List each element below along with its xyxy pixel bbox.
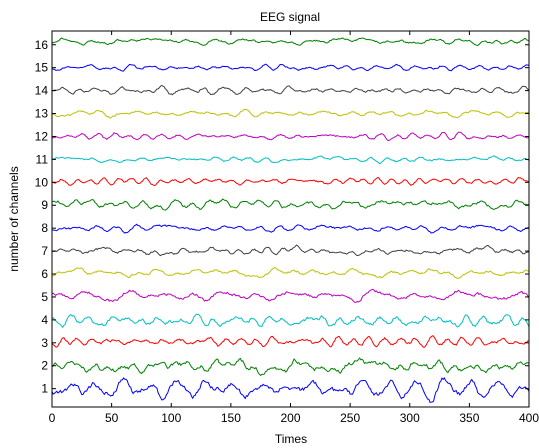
x-tick-label: 350 — [459, 411, 479, 425]
x-axis-ticks: 0 50 100 150 200 250 300 350 400 — [49, 31, 539, 425]
y-tick-label: 16 — [35, 38, 49, 52]
eeg-trace-channel-1 — [51, 376, 530, 403]
chart-title: EEG signal — [260, 10, 320, 24]
x-tick-label: 200 — [280, 411, 300, 425]
y-tick-label: 12 — [35, 129, 49, 143]
x-tick-label: 100 — [161, 411, 181, 425]
x-tick-label: 150 — [221, 411, 241, 425]
x-tick-label: 250 — [340, 411, 360, 425]
eeg-trace-channel-2 — [51, 357, 530, 377]
eeg-trace-channel-4 — [51, 313, 530, 329]
eeg-trace-channel-11 — [51, 155, 530, 165]
y-tick-label: 10 — [35, 175, 49, 189]
plot-area-border — [51, 30, 530, 408]
y-tick-label: 1 — [41, 382, 48, 396]
trace-group — [51, 37, 530, 403]
y-tick-label: 7 — [41, 244, 48, 258]
x-tick-label: 400 — [519, 411, 539, 425]
eeg-trace-channel-16 — [51, 37, 530, 47]
eeg-trace-channel-10 — [51, 176, 530, 187]
y-tick-label: 5 — [41, 290, 48, 304]
y-tick-label: 13 — [35, 107, 49, 121]
eeg-trace-channel-3 — [51, 335, 530, 349]
x-tick-label: 50 — [105, 411, 119, 425]
y-tick-label: 9 — [41, 198, 48, 212]
y-tick-label: 3 — [41, 336, 48, 350]
eeg-trace-channel-9 — [51, 198, 530, 211]
y-tick-label: 4 — [41, 313, 48, 327]
x-axis-label: Times — [275, 432, 307, 446]
y-tick-label: 11 — [36, 152, 49, 166]
eeg-trace-channel-15 — [51, 63, 530, 72]
eeg-trace-channel-6 — [51, 267, 530, 279]
eeg-trace-channel-5 — [51, 288, 530, 303]
y-tick-label: 15 — [35, 61, 49, 75]
y-axis-label: number of channels — [7, 166, 21, 271]
eeg-trace-channel-14 — [51, 84, 530, 96]
y-tick-label: 6 — [41, 267, 48, 281]
x-tick-label: 0 — [49, 411, 56, 425]
x-tick-label: 300 — [400, 411, 420, 425]
eeg-trace-channel-7 — [51, 244, 530, 257]
y-tick-label: 2 — [41, 359, 48, 373]
eeg-trace-channel-13 — [51, 108, 530, 119]
y-tick-label: 14 — [35, 84, 49, 98]
eeg-trace-channel-8 — [51, 223, 530, 234]
y-tick-label: 8 — [41, 221, 48, 235]
eeg-trace-channel-12 — [51, 131, 530, 142]
